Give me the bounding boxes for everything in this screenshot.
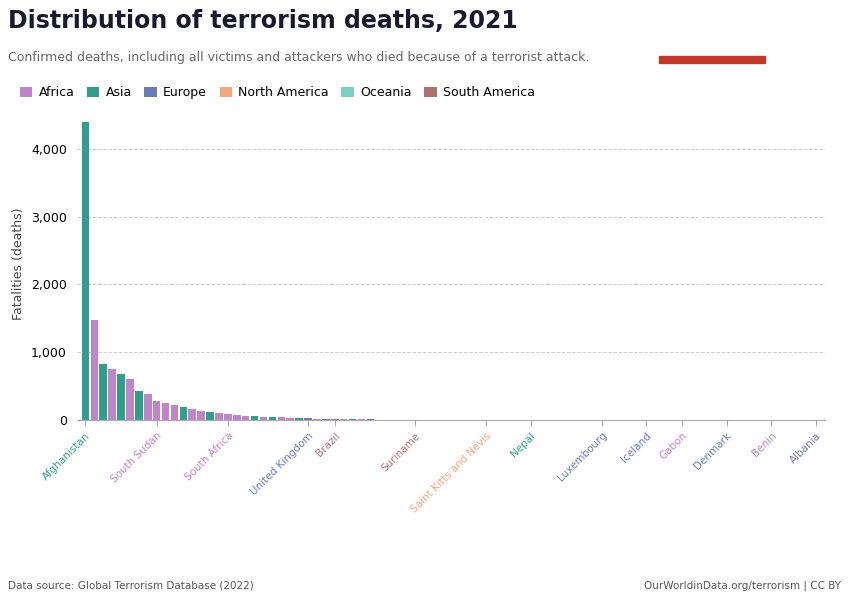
Bar [340, 419, 348, 420]
Bar [153, 401, 161, 420]
Bar [269, 417, 276, 420]
Bar [251, 416, 258, 420]
Text: Confirmed deaths, including all victims and attackers who died because of a terr: Confirmed deaths, including all victims … [8, 51, 590, 64]
Bar [108, 369, 116, 420]
Bar [90, 320, 98, 420]
Bar [304, 418, 312, 420]
Bar [171, 406, 178, 420]
Text: Our World
in Data: Our World in Data [680, 21, 744, 44]
Bar [207, 412, 214, 420]
Bar [144, 394, 151, 420]
Bar [215, 413, 223, 420]
Bar [224, 414, 232, 420]
Bar [277, 418, 285, 420]
Bar [331, 419, 338, 420]
Bar [135, 391, 143, 420]
Bar [197, 410, 205, 420]
Bar [322, 419, 330, 420]
Legend: Africa, Asia, Europe, North America, Oceania, South America: Africa, Asia, Europe, North America, Oce… [14, 81, 540, 104]
Text: OurWorldinData.org/terrorism | CC BY: OurWorldinData.org/terrorism | CC BY [644, 581, 842, 591]
Bar [313, 419, 320, 420]
Bar [348, 419, 356, 420]
Bar [659, 56, 765, 63]
Bar [358, 419, 366, 420]
Bar [126, 379, 133, 420]
Bar [242, 416, 250, 420]
Bar [162, 403, 169, 420]
Bar [260, 417, 267, 420]
Bar [286, 418, 294, 420]
Bar [82, 122, 89, 420]
Bar [295, 418, 303, 420]
Text: Data source: Global Terrorism Database (2022): Data source: Global Terrorism Database (… [8, 581, 254, 591]
Bar [117, 374, 125, 420]
Bar [99, 364, 107, 420]
Y-axis label: Fatalities (deaths): Fatalities (deaths) [13, 208, 26, 320]
Bar [179, 407, 187, 420]
Bar [189, 409, 196, 420]
Text: Distribution of terrorism deaths, 2021: Distribution of terrorism deaths, 2021 [8, 9, 518, 33]
Bar [233, 415, 241, 420]
